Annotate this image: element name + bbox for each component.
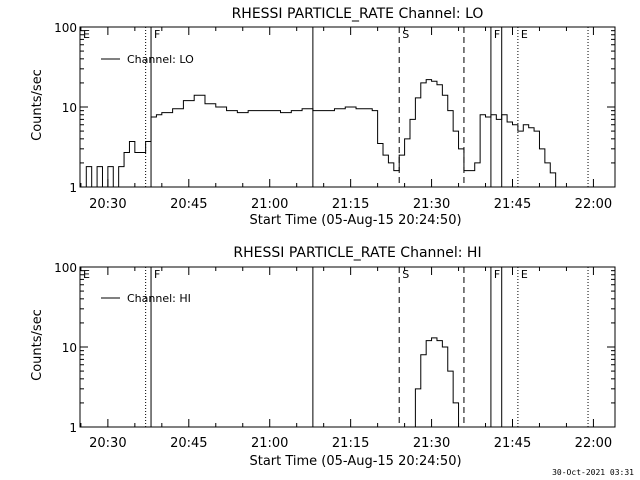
series-line xyxy=(80,79,557,188)
legend-label: Channel: HI xyxy=(127,292,191,305)
x-tick-label: 21:30 xyxy=(413,197,450,212)
plot-frame xyxy=(79,266,616,428)
event-marker-label: S xyxy=(402,268,409,281)
legend-label: Channel: LO xyxy=(127,53,194,66)
x-tick-label: 20:45 xyxy=(170,197,207,212)
x-tick-label: 21:45 xyxy=(494,436,531,451)
event-marker-label: E xyxy=(83,28,90,41)
event-marker-label: E xyxy=(521,28,528,41)
x-tick-label: 20:30 xyxy=(89,436,126,451)
event-marker-label: E xyxy=(521,268,528,281)
y-tick-label: 1 xyxy=(69,421,77,435)
y-tick-label: 1 xyxy=(69,181,77,195)
x-tick-label: 21:15 xyxy=(332,436,369,451)
y-tick-label: 10 xyxy=(62,101,77,115)
x-tick-label: 21:15 xyxy=(332,197,369,212)
chart-title: RHESSI PARTICLE_RATE Channel: HI xyxy=(233,245,481,261)
event-marker-label: F xyxy=(154,268,160,281)
x-tick-label: 21:00 xyxy=(251,197,288,212)
y-tick-label: 10 xyxy=(62,341,77,355)
x-tick-label: 21:45 xyxy=(494,197,531,212)
y-tick-label: 100 xyxy=(54,261,77,275)
event-marker-label: S xyxy=(402,28,409,41)
chart-title: RHESSI PARTICLE_RATE Channel: LO xyxy=(232,6,484,22)
x-axis-label: Start Time (05-Aug-15 20:24:50) xyxy=(249,454,461,469)
x-tick-label: 21:30 xyxy=(413,436,450,451)
event-marker-label: F xyxy=(494,268,500,281)
chart-panel-2: RHESSI PARTICLE_RATE Channel: HI 1 10 100 Co… xyxy=(30,245,616,469)
chart-panel-1: RHESSI PARTICLE_RATE Channel: LO 1 10 100 Co… xyxy=(30,6,616,228)
x-tick-label: 21:00 xyxy=(251,436,288,451)
x-tick-label: 20:45 xyxy=(170,436,207,451)
event-marker-label: F xyxy=(494,28,500,41)
x-tick-label: 22:00 xyxy=(575,197,612,212)
y-tick-label: 100 xyxy=(54,21,77,35)
x-tick-label: 20:30 xyxy=(89,197,126,212)
event-marker-label: E xyxy=(83,268,90,281)
x-tick-label: 22:00 xyxy=(575,436,612,451)
y-axis-label: Counts/sec xyxy=(30,309,45,381)
event-marker-label: F xyxy=(154,28,160,41)
x-axis-label: Start Time (05-Aug-15 20:24:50) xyxy=(249,213,461,228)
series-line xyxy=(409,337,460,428)
y-axis-label: Counts/sec xyxy=(30,69,45,141)
timestamp: 30-Oct-2021 03:31 xyxy=(552,468,634,477)
